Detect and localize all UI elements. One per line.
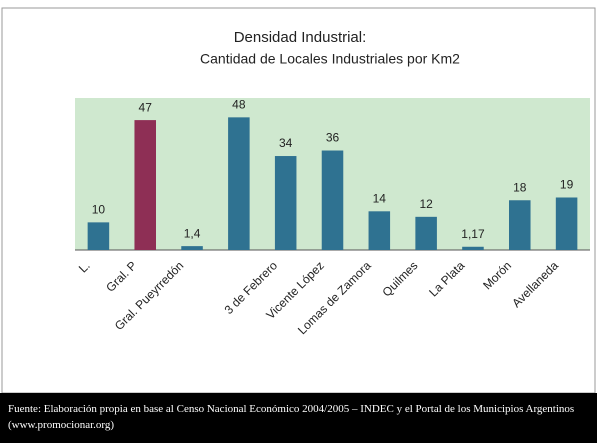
bar <box>368 211 391 250</box>
value-label: 34 <box>279 136 293 150</box>
value-label: 1,4 <box>184 226 201 240</box>
value-label: 10 <box>92 203 106 217</box>
value-label: 19 <box>560 178 574 192</box>
value-label: 47 <box>139 100 153 114</box>
bar <box>134 120 156 250</box>
bar <box>181 246 203 250</box>
value-label: 1,17 <box>461 227 485 241</box>
source-note: Fuente: Elaboración propia en base al Ce… <box>0 393 597 443</box>
chart-title: Densidad Industrial: <box>234 29 367 46</box>
bar <box>274 156 297 250</box>
value-label: 36 <box>326 131 340 145</box>
bar <box>555 197 578 250</box>
bar <box>462 246 484 250</box>
value-label: 12 <box>419 197 433 211</box>
value-label: 48 <box>232 98 246 112</box>
value-label: 18 <box>513 180 527 194</box>
bar <box>321 150 344 250</box>
bar <box>87 222 110 250</box>
bar <box>509 200 531 250</box>
bar <box>228 117 250 250</box>
value-label: 14 <box>373 191 387 205</box>
bar <box>415 216 437 250</box>
chart-subtitle: Cantidad de Locales Industriales por Km2 <box>200 51 460 67</box>
